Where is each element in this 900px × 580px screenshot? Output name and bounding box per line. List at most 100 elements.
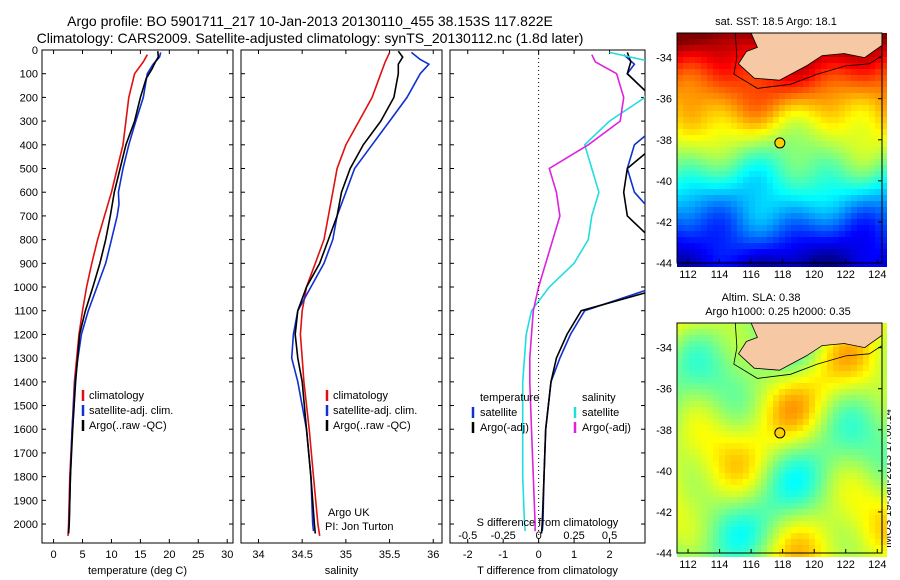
map-cell bbox=[845, 443, 851, 449]
map-cell bbox=[713, 371, 719, 377]
map-cell bbox=[713, 159, 719, 165]
map-cell bbox=[839, 213, 845, 219]
map-cell bbox=[827, 443, 833, 449]
map-cell bbox=[869, 165, 875, 171]
map-cell bbox=[791, 183, 797, 189]
map-cell bbox=[707, 129, 713, 135]
map-cell bbox=[749, 129, 755, 135]
map-cell bbox=[857, 177, 863, 183]
map-cell bbox=[857, 105, 863, 111]
map-cell bbox=[719, 389, 725, 395]
map-cell bbox=[875, 497, 881, 503]
map-cell bbox=[695, 75, 701, 81]
map-cell bbox=[881, 231, 887, 237]
map-cell bbox=[875, 539, 881, 545]
map-cell bbox=[701, 117, 707, 123]
map-cell bbox=[713, 413, 719, 419]
map-cell bbox=[845, 425, 851, 431]
map-cell bbox=[791, 389, 797, 395]
map-cell bbox=[797, 189, 803, 195]
map-cell bbox=[863, 87, 869, 93]
map-cell bbox=[857, 533, 863, 539]
map-cell bbox=[755, 491, 761, 497]
map-cell bbox=[743, 473, 749, 479]
map-cell bbox=[755, 551, 761, 557]
map-cell bbox=[737, 195, 743, 201]
map-cell bbox=[695, 189, 701, 195]
map-cell bbox=[815, 461, 821, 467]
map-cell bbox=[875, 449, 881, 455]
map-cell bbox=[785, 177, 791, 183]
map-cell bbox=[755, 497, 761, 503]
map-cell bbox=[815, 479, 821, 485]
map-cell bbox=[725, 521, 731, 527]
map-cell bbox=[821, 503, 827, 509]
map-cell bbox=[785, 503, 791, 509]
map-cell bbox=[677, 129, 683, 135]
map-cell bbox=[713, 335, 719, 341]
map-cell bbox=[845, 195, 851, 201]
map-cell bbox=[731, 75, 737, 81]
map-cell bbox=[815, 497, 821, 503]
map-cell bbox=[701, 491, 707, 497]
map-cell bbox=[833, 207, 839, 213]
map-cell bbox=[725, 207, 731, 213]
map-cell bbox=[875, 365, 881, 371]
map-cell bbox=[803, 255, 809, 261]
map-cell bbox=[707, 455, 713, 461]
map-cell bbox=[701, 165, 707, 171]
map-cell bbox=[683, 449, 689, 455]
map-cell bbox=[713, 365, 719, 371]
map-cell bbox=[761, 383, 767, 389]
map-cell bbox=[875, 99, 881, 105]
map-cell bbox=[827, 347, 833, 353]
map-cell bbox=[695, 153, 701, 159]
map-cell bbox=[851, 419, 857, 425]
map-cell bbox=[863, 527, 869, 533]
map-cell bbox=[803, 485, 809, 491]
map-cell bbox=[683, 255, 689, 261]
map-cell bbox=[707, 413, 713, 419]
map-cell bbox=[791, 93, 797, 99]
map-cell bbox=[797, 75, 803, 81]
map-cell bbox=[737, 335, 743, 341]
map-cell bbox=[797, 183, 803, 189]
map-cell bbox=[833, 261, 839, 267]
map-cell bbox=[719, 485, 725, 491]
map-cell bbox=[689, 347, 695, 353]
map-cell bbox=[755, 401, 761, 407]
map-cell bbox=[731, 341, 737, 347]
map-cell bbox=[797, 527, 803, 533]
map-cell bbox=[695, 455, 701, 461]
map-cell bbox=[827, 425, 833, 431]
map-cell bbox=[809, 135, 815, 141]
map-cell bbox=[689, 425, 695, 431]
map-cell bbox=[755, 371, 761, 377]
map-cell bbox=[701, 413, 707, 419]
map-cell bbox=[875, 117, 881, 123]
map-cell bbox=[749, 329, 755, 335]
map-cell bbox=[839, 371, 845, 377]
map-cell bbox=[683, 389, 689, 395]
map-cell bbox=[707, 39, 713, 45]
map-cell bbox=[719, 473, 725, 479]
map-cell bbox=[707, 347, 713, 353]
map-cell bbox=[749, 449, 755, 455]
x-tick-label-salinity: 0.25 bbox=[563, 530, 584, 542]
map-cell bbox=[695, 419, 701, 425]
map-cell bbox=[791, 377, 797, 383]
map-cell bbox=[713, 165, 719, 171]
map-cell bbox=[827, 153, 833, 159]
map-cell bbox=[875, 371, 881, 377]
map-cell bbox=[689, 323, 695, 329]
map-cell bbox=[827, 189, 833, 195]
map-cell bbox=[695, 353, 701, 359]
map-cell bbox=[707, 359, 713, 365]
map-cell bbox=[743, 129, 749, 135]
map-cell bbox=[827, 81, 833, 87]
map-cell bbox=[869, 365, 875, 371]
map-cell bbox=[833, 545, 839, 551]
map-cell bbox=[737, 521, 743, 527]
map-cell bbox=[677, 255, 683, 261]
